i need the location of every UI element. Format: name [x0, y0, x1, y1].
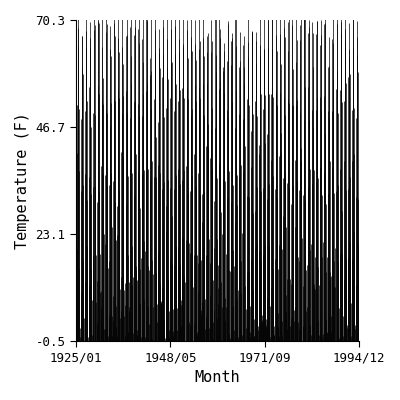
Y-axis label: Temperature (F): Temperature (F)	[15, 112, 30, 249]
X-axis label: Month: Month	[194, 370, 240, 385]
